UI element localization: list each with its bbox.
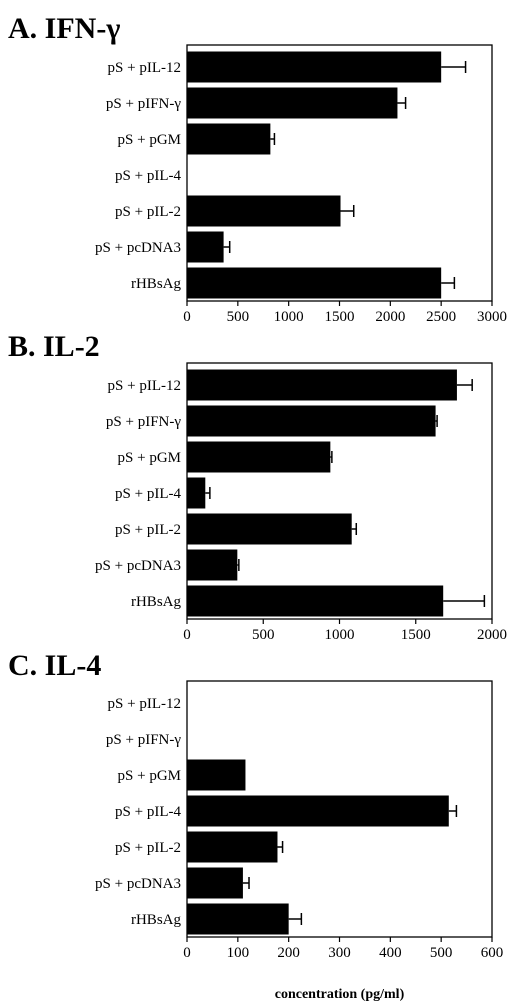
category-label: pS + pIL-12 (108, 696, 181, 712)
x-tick-label: 100 (227, 945, 250, 961)
bar (187, 759, 246, 791)
bar (187, 549, 238, 581)
bar (187, 231, 224, 263)
bar (187, 513, 352, 545)
bar (187, 195, 341, 227)
x-tick-label: 0 (183, 309, 191, 325)
category-label: pS + pIL-4 (115, 804, 181, 820)
bar (187, 585, 444, 617)
category-label: pS + pIL-4 (115, 486, 181, 502)
x-tick-label: 0 (183, 945, 191, 961)
x-tick-label: 2000 (477, 627, 507, 643)
category-label: pS + pIFN-γ (106, 96, 181, 112)
x-tick-label: 600 (481, 945, 504, 961)
category-label: pS + pcDNA3 (95, 240, 181, 256)
bar (187, 123, 271, 155)
category-label: pS + pIL-2 (115, 522, 181, 538)
category-label: rHBsAg (131, 912, 182, 928)
x-tick-label: 500 (252, 627, 275, 643)
category-label: pS + pGM (118, 768, 181, 784)
category-label: pS + pIFN-γ (106, 414, 181, 430)
x-tick-label: 500 (227, 309, 250, 325)
plot-frame (186, 44, 493, 302)
x-tick-label: 200 (277, 945, 300, 961)
category-label: pS + pIL-4 (115, 168, 181, 184)
category-label: pS + pIFN-γ (106, 732, 181, 748)
x-tick-label: 500 (430, 945, 453, 961)
bar (187, 267, 442, 299)
bar (187, 903, 289, 935)
category-label: rHBsAg (131, 276, 182, 292)
category-label: pS + pIL-12 (108, 378, 181, 394)
bar (187, 795, 449, 827)
bar (187, 477, 206, 509)
category-label: pS + pGM (118, 132, 181, 148)
x-tick-label: 1000 (325, 627, 355, 643)
x-tick-label: 2000 (375, 309, 405, 325)
category-label: pS + pIL-2 (115, 204, 181, 220)
category-label: pS + pIL-2 (115, 840, 181, 856)
panel-title: A. IFN-γ (8, 12, 120, 45)
bar (187, 831, 278, 863)
bar (187, 405, 436, 437)
x-tick-label: 1500 (401, 627, 431, 643)
category-label: pS + pcDNA3 (95, 876, 181, 892)
x-tick-label: 1500 (325, 309, 355, 325)
category-label: pS + pcDNA3 (95, 558, 181, 574)
x-tick-label: 300 (328, 945, 351, 961)
panel-0: A. IFN-γ pS + pIL-12 pS + pIFN-γ pS + pGM pS… (8, 12, 507, 325)
x-tick-label: 3000 (477, 309, 507, 325)
x-tick-label: 0 (183, 627, 191, 643)
panel-2: C. IL-4 pS + pIL-12 pS + pIFN-γ pS + pGM pS … (8, 649, 503, 1002)
bar (187, 441, 331, 473)
panel-title: C. IL-4 (8, 649, 101, 682)
bar (187, 87, 398, 119)
category-label: rHBsAg (131, 594, 182, 610)
x-tick-label: 2500 (426, 309, 456, 325)
bar (187, 51, 442, 83)
panel-1: B. IL-2 pS + pIL-12 pS + pIFN-γ pS + pGM pS … (8, 330, 507, 643)
bar (187, 867, 243, 899)
x-tick-label: 400 (379, 945, 402, 961)
category-label: pS + pGM (118, 450, 181, 466)
category-label: pS + pIL-12 (108, 60, 181, 76)
x-axis-label: concentration (pg/ml) (275, 987, 405, 1002)
x-tick-label: 1000 (274, 309, 304, 325)
plot-frame (186, 362, 493, 620)
bar (187, 369, 457, 401)
panel-title: B. IL-2 (8, 330, 100, 363)
